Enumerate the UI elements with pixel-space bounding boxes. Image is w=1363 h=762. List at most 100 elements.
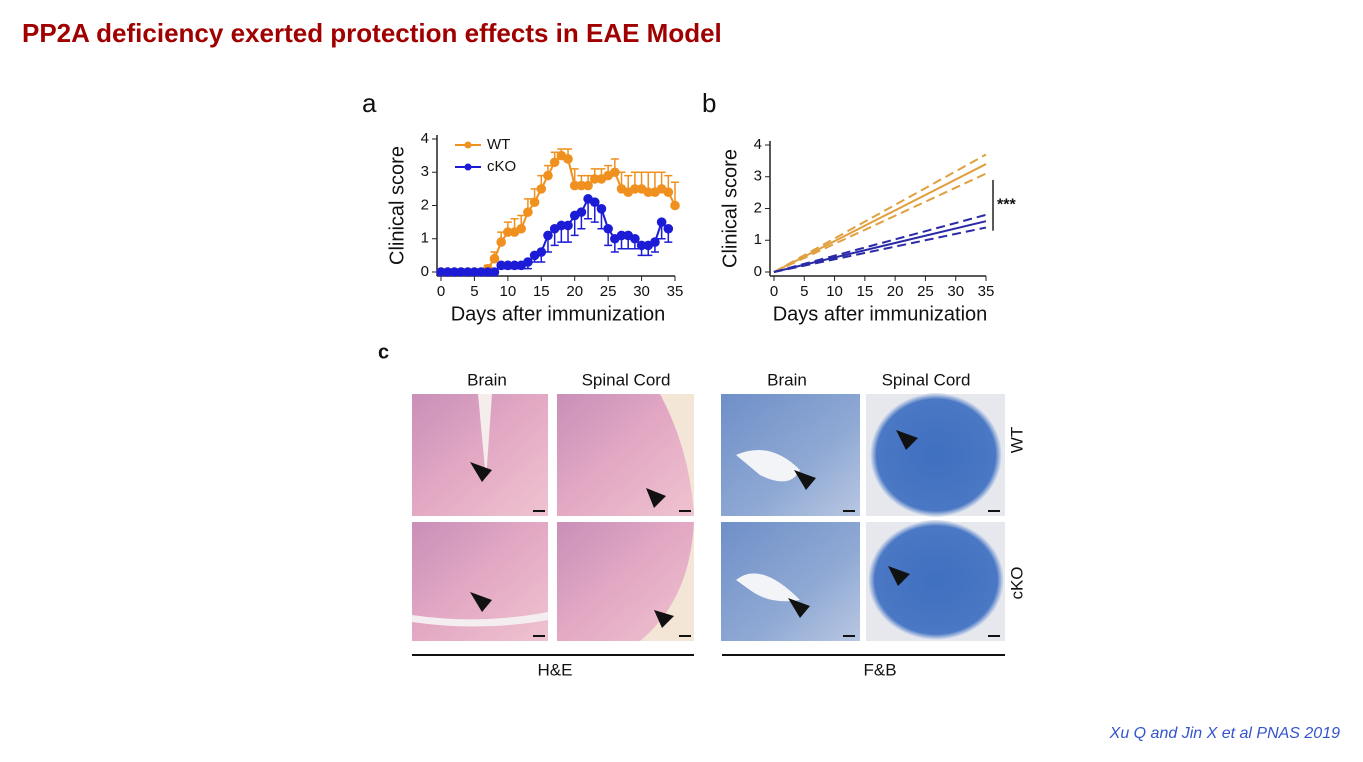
data-point — [442, 267, 453, 277]
histology-images — [412, 393, 1005, 656]
x-axis-label: Days after immunization — [773, 303, 988, 325]
data-point — [523, 257, 533, 267]
x-tick-label: 15 — [857, 283, 874, 300]
row-label: cKO — [1007, 566, 1026, 599]
series-line — [773, 213, 987, 273]
data-point — [650, 237, 660, 247]
series-line — [773, 153, 987, 273]
data-point — [643, 187, 654, 197]
x-tick-label: 35 — [978, 283, 995, 300]
y-tick-label: 4 — [421, 130, 429, 147]
data-point — [630, 184, 640, 194]
column-label: Brain — [767, 370, 807, 389]
y-tick-label: 2 — [754, 199, 762, 216]
data-point — [576, 207, 587, 217]
y-axis-label: Clinical score — [386, 146, 408, 265]
data-point — [483, 267, 493, 277]
panel-label: c — [378, 341, 389, 363]
data-point — [523, 207, 533, 217]
data-point — [569, 180, 580, 191]
data-point — [449, 267, 460, 277]
data-point — [563, 154, 573, 164]
data-point — [436, 267, 446, 277]
data-point — [630, 233, 640, 244]
x-tick-label: 15 — [533, 283, 550, 300]
column-label: Brain — [467, 370, 507, 389]
legend-label: WT — [487, 136, 510, 153]
x-tick-label: 20 — [887, 283, 904, 300]
y-tick-label: 3 — [421, 163, 429, 180]
legend-label: cKO — [487, 158, 516, 175]
data-point — [543, 230, 553, 241]
x-tick-label: 10 — [500, 283, 517, 300]
x-tick-label: 20 — [566, 283, 583, 300]
series-line — [441, 154, 676, 273]
data-point — [509, 260, 520, 271]
x-tick-label: 25 — [600, 283, 617, 300]
data-point — [603, 223, 613, 234]
x-tick-label: 30 — [947, 283, 964, 300]
series-line — [773, 226, 987, 273]
data-point — [489, 253, 500, 264]
stain-label: F&B — [863, 660, 896, 679]
data-point — [589, 197, 600, 207]
data-point — [663, 223, 674, 234]
data-point — [536, 247, 547, 257]
column-label: Spinal Cord — [582, 370, 671, 389]
significance-label: *** — [997, 197, 1016, 214]
data-point — [503, 227, 513, 237]
legend-marker — [464, 163, 472, 171]
data-point — [656, 217, 667, 227]
column-label: Spinal Cord — [882, 370, 971, 389]
data-point — [670, 200, 680, 211]
data-point — [610, 167, 620, 178]
y-axis-label: Clinical score — [719, 149, 741, 268]
data-point — [496, 260, 506, 271]
x-tick-label: 35 — [667, 283, 684, 300]
x-tick-label: 0 — [770, 283, 778, 300]
data-point — [576, 180, 587, 191]
panel-label: a — [362, 88, 377, 118]
data-point — [616, 230, 627, 241]
y-tick-label: 0 — [421, 263, 429, 280]
series-line — [773, 172, 987, 273]
panel-label: b — [702, 88, 716, 118]
row-label: WT — [1007, 427, 1026, 453]
x-tick-label: 5 — [800, 283, 808, 300]
x-tick-label: 10 — [826, 283, 843, 300]
data-point — [589, 174, 600, 184]
data-point — [556, 220, 567, 231]
data-point — [503, 260, 513, 271]
y-tick-label: 3 — [754, 168, 762, 185]
y-tick-label: 1 — [754, 231, 762, 248]
x-tick-label: 30 — [633, 283, 650, 300]
y-tick-label: 2 — [421, 196, 429, 213]
x-axis-label: Days after immunization — [451, 303, 666, 325]
data-point — [536, 184, 547, 194]
data-point — [549, 157, 560, 168]
series-line — [773, 220, 987, 273]
series-line — [773, 163, 987, 273]
legend-marker — [464, 141, 472, 149]
y-tick-label: 1 — [421, 230, 429, 247]
slide-title: PP2A deficiency exerted protection effec… — [22, 18, 722, 48]
data-point — [529, 197, 540, 207]
stain-label: H&E — [538, 660, 573, 679]
citation: Xu Q and Jin X et al PNAS 2019 — [1109, 725, 1340, 742]
data-point — [462, 267, 473, 277]
data-point — [456, 267, 466, 277]
data-point — [543, 170, 553, 181]
x-tick-label: 0 — [437, 283, 445, 300]
data-point — [476, 267, 486, 277]
data-point — [563, 220, 573, 231]
data-point — [596, 204, 607, 214]
y-tick-label: 0 — [754, 263, 762, 280]
data-point — [663, 187, 674, 197]
data-point — [489, 267, 500, 277]
data-point — [516, 223, 527, 234]
y-tick-label: 4 — [754, 136, 762, 153]
data-point — [469, 267, 480, 277]
x-tick-label: 25 — [917, 283, 934, 300]
data-point — [636, 240, 647, 251]
